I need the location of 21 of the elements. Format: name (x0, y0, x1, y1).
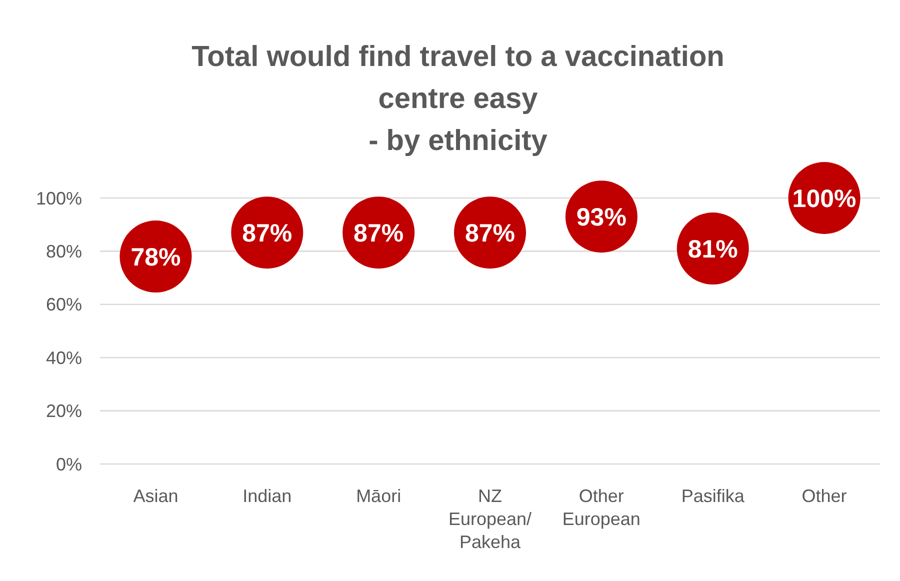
y-tick-label: 0% (56, 454, 82, 474)
data-label: 93% (576, 203, 626, 232)
y-tick-label: 80% (46, 242, 82, 262)
x-tick-label: Other (802, 486, 847, 506)
y-tick-label: 20% (46, 401, 82, 422)
x-tick-label: Asian (133, 486, 178, 506)
data-label: 87% (242, 219, 292, 248)
chart-title: Total would find travel to a vaccination centre easy - by ethnicity (192, 41, 724, 157)
data-label: 87% (464, 219, 516, 248)
y-tick-label: 40% (46, 348, 82, 368)
data-label: 87% (354, 219, 404, 248)
data-label: 81% (688, 235, 738, 264)
data-label: 100% (792, 184, 856, 213)
data-label: 78% (130, 243, 181, 272)
x-tick-label: Māori (356, 486, 402, 506)
x-tick-label: Other European (562, 486, 640, 529)
y-tick-label: 60% (46, 294, 82, 315)
x-tick-label: Pasifika (681, 486, 746, 506)
y-tick-label: 100% (36, 188, 82, 208)
x-tick-label: Indian (242, 486, 292, 506)
x-tick-label: NZ European/ Pakeha (448, 486, 532, 552)
